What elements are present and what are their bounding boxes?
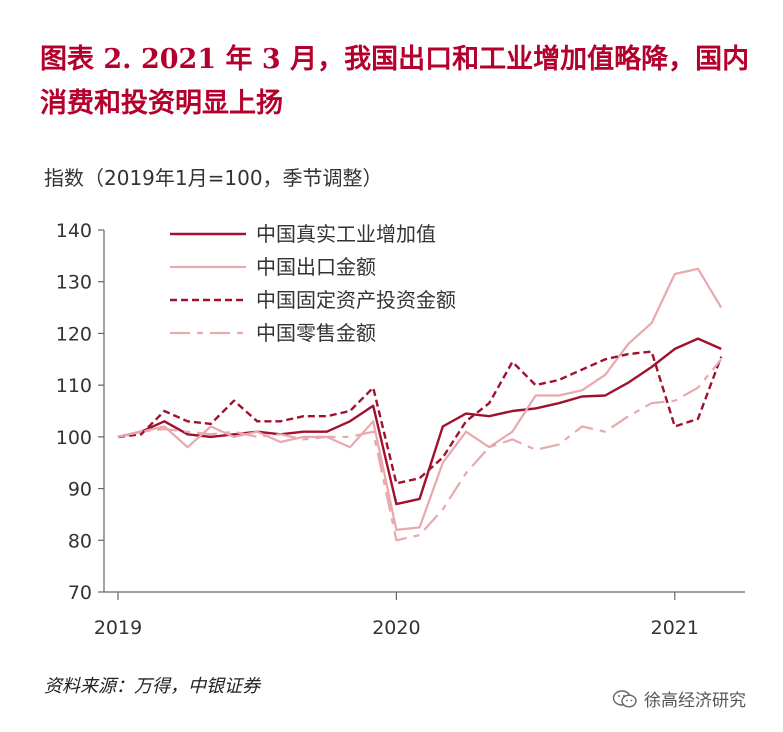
x-tick-label: 2020: [372, 617, 420, 639]
legend-label: 中国固定资产投资金额: [256, 288, 456, 312]
series-line-2: [117, 350, 723, 485]
y-tick-label: 130: [56, 272, 92, 294]
chart-title: 图表 2. 2021 年 3 月，我国出口和工业增加值略降，国内消费和投资明显上…: [40, 44, 750, 119]
chart-axes: 70 80 90 100 110 120 130 140 2019 2020 2021: [56, 220, 745, 639]
y-tick-label: 120: [56, 323, 92, 345]
y-axis-unit-label: 指数（2019年1月=100，季节调整）: [44, 166, 383, 190]
y-tick-label: 140: [56, 220, 92, 242]
legend-item-1: 中国出口金额: [170, 255, 376, 279]
series-line-3: [117, 358, 723, 542]
y-tick-label: 90: [68, 479, 92, 501]
legend-item-2: 中国固定资产投资金额: [170, 288, 456, 312]
y-tick-label: 70: [68, 582, 92, 604]
legend-label: 中国零售金额: [256, 321, 376, 345]
series-layer: [117, 267, 723, 542]
legend-item-0: 中国真实工业增加值: [170, 222, 436, 246]
legend-label: 中国出口金额: [256, 255, 376, 279]
y-tick-label: 80: [68, 530, 92, 552]
y-tick-label: 100: [56, 427, 92, 449]
x-tick-label: 2019: [94, 617, 142, 639]
source-note: 资料来源：万得，中银证券: [44, 676, 260, 697]
x-tick-label: 2021: [651, 617, 699, 639]
series-line-0: [117, 337, 722, 506]
series-line-1: [117, 267, 723, 531]
legend-item-3: 中国零售金额: [170, 321, 376, 345]
watermark-text: 徐高经济研究: [644, 691, 746, 711]
watermark: 徐高经济研究: [612, 686, 746, 711]
y-tick-label: 110: [56, 375, 92, 397]
legend-label: 中国真实工业增加值: [256, 222, 436, 246]
wechat-icon: [612, 689, 637, 708]
